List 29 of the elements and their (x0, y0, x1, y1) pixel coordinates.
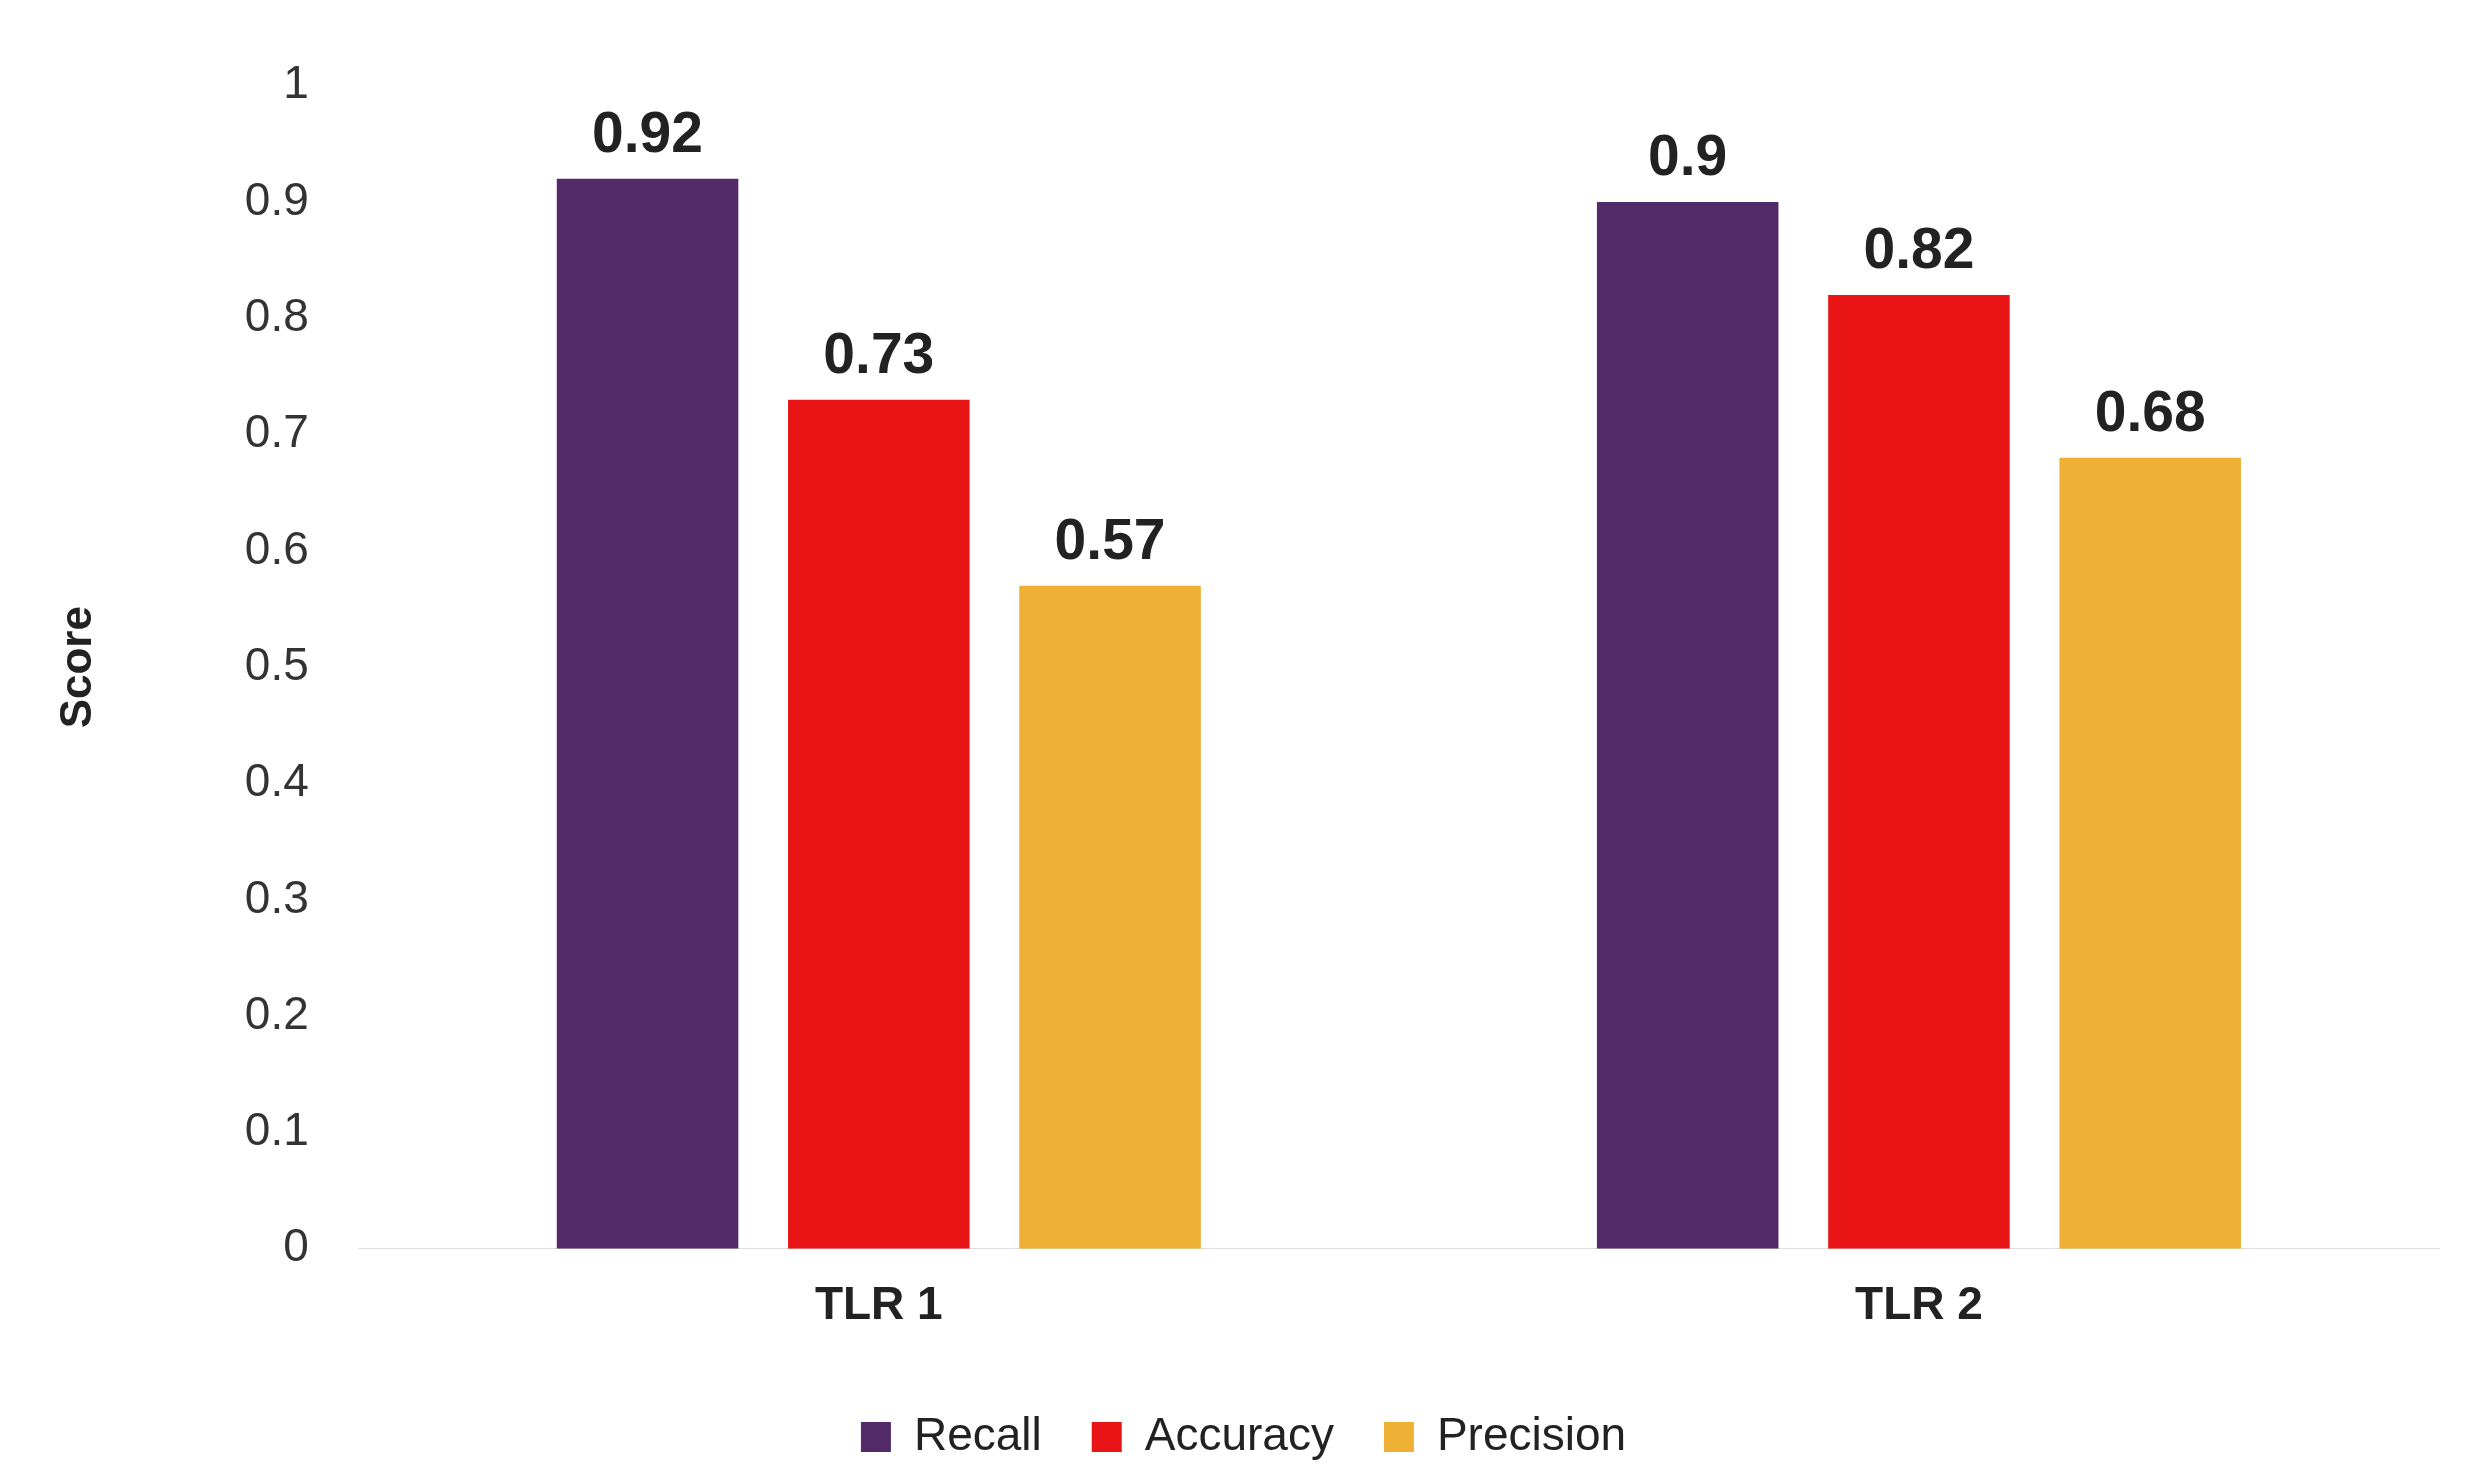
data-label: 0.92 (592, 99, 704, 164)
data-label: 0.73 (823, 320, 935, 385)
y-tick-label: 0.9 (244, 172, 309, 225)
y-tick-label: 0.7 (244, 405, 309, 458)
legend-label: Precision (1436, 1407, 1627, 1460)
y-tick-label: 0.4 (244, 754, 309, 807)
y-tick-label: 1 (283, 56, 309, 109)
bar (2059, 457, 2241, 1249)
y-tick-label: 0.5 (244, 637, 309, 690)
y-tick-label: 0.3 (244, 870, 309, 923)
data-label: 0.68 (2094, 379, 2206, 444)
bar (556, 178, 739, 1249)
y-tick-label: 0.2 (244, 986, 309, 1039)
x-tick-label: TLR 1 (814, 1277, 943, 1330)
data-label: 0.57 (1054, 506, 1166, 571)
bar (788, 399, 970, 1249)
data-label: 0.82 (1863, 216, 1975, 281)
legend-label: Accuracy (1144, 1407, 1334, 1460)
y-tick-label: 0 (283, 1219, 309, 1272)
bar (1828, 294, 2010, 1249)
bar (1596, 201, 1779, 1249)
x-tick-label: TLR 2 (1855, 1277, 1983, 1330)
data-label: 0.9 (1648, 123, 1728, 188)
y-axis-title: Score (50, 606, 100, 729)
y-tick-label: 0.6 (244, 521, 309, 574)
y-tick-label: 0.8 (244, 288, 309, 341)
y-tick-label: 0.1 (244, 1103, 309, 1156)
legend-label: Recall (913, 1407, 1042, 1460)
bar (1019, 585, 1201, 1249)
